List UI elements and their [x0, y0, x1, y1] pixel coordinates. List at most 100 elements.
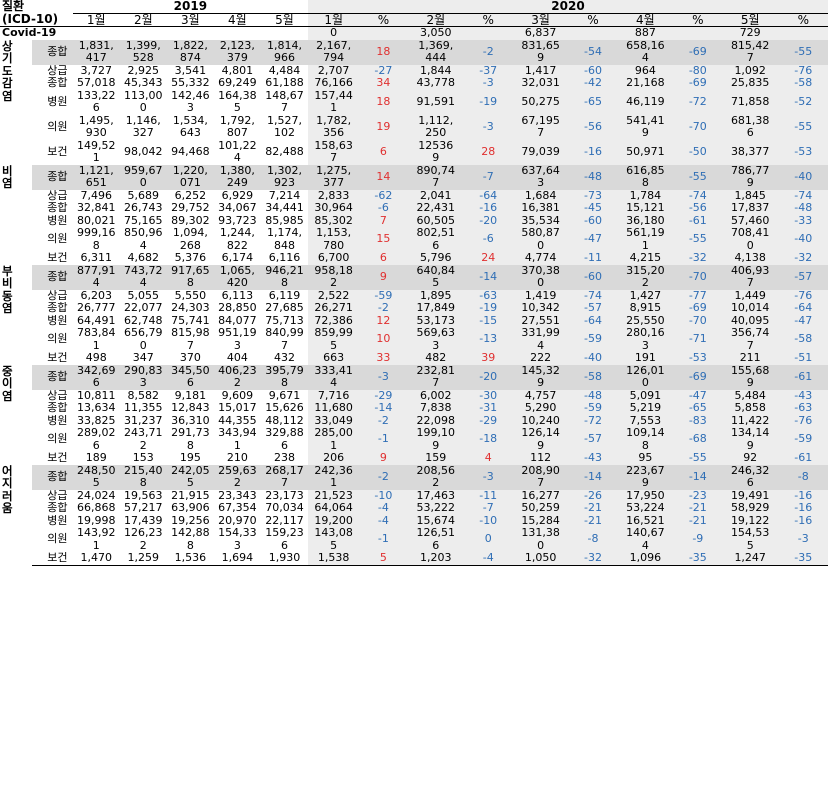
- cell-2019: 67,354: [218, 502, 257, 514]
- cell-2019: 148,67 7: [265, 89, 304, 114]
- table-row: 보건 1,470 1,259 1,536 1,694 1,930 1,538 5 1,203 -4…: [0, 552, 828, 566]
- cell-2020: 134,14 9: [721, 427, 779, 452]
- cell: [261, 27, 308, 40]
- pct-change: -14: [359, 402, 408, 415]
- cell-2020: 708,41 0: [721, 227, 779, 252]
- pct-header: %: [464, 13, 513, 27]
- pct-change: -2: [359, 464, 408, 490]
- cell-2019: 24,024: [76, 489, 116, 502]
- cell-2020: 1,449: [721, 289, 779, 302]
- cell-2019: 22,077: [124, 302, 163, 314]
- table-row: 비 염 종합 1,121, 651 959,67 0 1,220, 071 1,380, …: [0, 164, 828, 190]
- cell-2020: 1,096: [617, 552, 674, 566]
- pct-change: -32: [778, 252, 828, 265]
- facility-label: 종합: [47, 402, 68, 414]
- pct-change: -16: [568, 139, 618, 165]
- cell-2020: 958,18 2: [308, 264, 360, 290]
- table-row: 병원 80,021 75,165 89,302 93,723 85,985 85,302 7 6…: [0, 214, 828, 227]
- cell-2020: 64,064: [308, 502, 360, 515]
- table-row: 부 비 동 염 종합 877,91 4 743,72 4 917,65 8 1,065, …: [0, 264, 828, 314]
- table-row: 상급 10,811 8,582 9,181 9,609 9,671 7,716 -29 6,00…: [0, 389, 828, 402]
- month-header: 5월: [721, 13, 779, 27]
- cell-2019: 133,22 6: [76, 89, 116, 114]
- pct-change: -48: [568, 389, 618, 402]
- cell-2019: 1,302, 923: [260, 164, 309, 190]
- cell-2019: 142,46 3: [171, 89, 210, 114]
- table-row: 종합 26,777 22,077 24,303 28,850 27,685 26,271 -2…: [0, 302, 828, 315]
- cell-2020: 21,168: [617, 77, 674, 90]
- pct-change: -3: [778, 527, 828, 552]
- cell-2019: 17,439: [124, 514, 163, 527]
- pct-change: -71: [673, 327, 722, 352]
- cell-2020: 5,796: [407, 252, 465, 265]
- cell: 887: [617, 26, 674, 40]
- cell-2019: 656,79 0: [124, 327, 163, 352]
- cell-2020: 1,895: [407, 289, 465, 302]
- cell-2020: 21,523: [308, 489, 360, 502]
- pct-change: -60: [568, 64, 618, 77]
- cell-2019: 6,252: [174, 189, 207, 202]
- cell-2019: 93,723: [218, 214, 257, 227]
- pct-change: -30: [464, 389, 513, 402]
- cell-2020: 1,203: [407, 552, 465, 566]
- cell-2019: 7,214: [268, 189, 301, 202]
- cell-2019: 850,96 4: [124, 227, 163, 252]
- cell-2019: 743,72 4: [119, 264, 167, 290]
- table-row: 보건 189 153 195 210 238 206 9 159 4 112 -43 95 -55 92 -6…: [0, 452, 828, 465]
- disease-name: 비 염: [2, 164, 13, 190]
- cell-2019: 5,550: [174, 289, 207, 302]
- cell-2019: 66,868: [76, 502, 116, 514]
- pct-change: -2: [359, 414, 408, 427]
- cell-2020: 1,369, 444: [407, 39, 465, 65]
- facility-label: 종합: [47, 202, 68, 214]
- facility-label: 의원: [47, 332, 68, 346]
- pct-change: -21: [568, 514, 618, 527]
- cell-2020: 285,00 1: [308, 427, 360, 452]
- pct-change: 24: [464, 252, 513, 265]
- cell-2019: 5,376: [174, 252, 207, 264]
- cell-2020: 1,050: [512, 552, 569, 566]
- cell-2019: 149,52 1: [76, 139, 116, 164]
- cell-2020: 4,757: [512, 389, 569, 402]
- pct-change: -55: [673, 227, 722, 252]
- pct-change: 18: [359, 89, 408, 115]
- facility-label: 상급: [47, 64, 68, 77]
- pct-change: -37: [464, 64, 513, 77]
- cell-2019: 61,188: [265, 77, 304, 89]
- cell-2020: 154,53 5: [721, 527, 779, 552]
- cell-2020: 211: [721, 352, 779, 365]
- pct-change: -16: [778, 514, 828, 527]
- pct-change: -60: [568, 214, 618, 227]
- cell-2019: 1,380, 249: [213, 164, 261, 190]
- cell-2020: 356,74 7: [721, 327, 779, 352]
- cell-2019: 9,609: [221, 389, 254, 402]
- cell-2019: 290,83 3: [119, 364, 167, 390]
- cell-2020: 4,215: [617, 252, 674, 265]
- cell-2019: 999,16 8: [76, 227, 116, 252]
- cell-2019: 26,743: [124, 202, 163, 214]
- pct-change: -6: [464, 227, 513, 252]
- pct-change: -61: [673, 214, 722, 227]
- pct-change: 9: [359, 264, 408, 290]
- cell-2020: 315,20 2: [617, 264, 674, 290]
- pct-change: -57: [568, 302, 618, 315]
- cell-2019: 75,713: [265, 314, 304, 327]
- cell-2019: 28,850: [218, 302, 257, 314]
- cell-2019: 289,02 6: [76, 427, 116, 452]
- cell-2020: 658,16 4: [617, 39, 674, 65]
- cell-2019: 29,752: [171, 202, 210, 214]
- pct-change: -4: [359, 502, 408, 515]
- pct-change: -14: [464, 264, 513, 290]
- cell-2020: 57,460: [721, 214, 779, 227]
- disease-header-label: 질환: [2, 0, 25, 13]
- pct-change: -74: [778, 189, 828, 202]
- pct-change: -56: [673, 202, 722, 215]
- cell-2019: 6,311: [80, 252, 112, 264]
- cell-2020: 802,51 6: [407, 227, 465, 252]
- table-row: 상급 7,496 5,689 6,252 6,929 7,214 2,833 -62 2,041…: [0, 189, 828, 202]
- table-row: 종합 32,841 26,743 29,752 34,067 34,441 30,964 -6…: [0, 202, 828, 215]
- pct-change: 18: [359, 39, 408, 65]
- pct-change: -74: [673, 189, 722, 202]
- cell-2019: 33,825: [76, 414, 116, 427]
- facility-label: 종합: [32, 164, 73, 190]
